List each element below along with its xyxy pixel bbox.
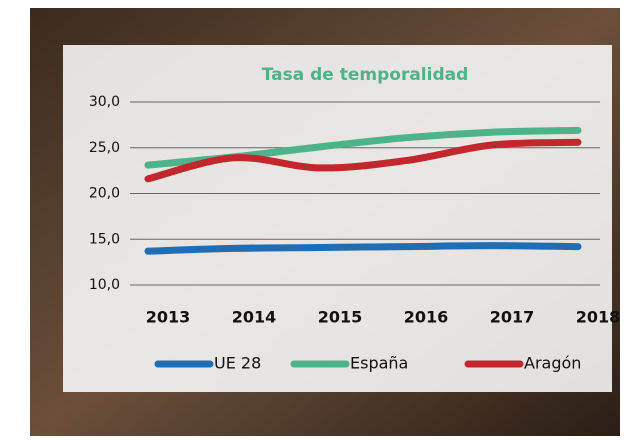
legend-label: Aragón	[524, 354, 581, 373]
legend-label: España	[350, 354, 408, 373]
x-tick-label: 2013	[146, 308, 191, 327]
x-tick-label: 2015	[318, 308, 363, 327]
chart-panel	[63, 45, 612, 392]
x-tick-label: 2018	[576, 308, 621, 327]
y-tick-label: 30,0	[89, 94, 120, 110]
legend-label: UE 28	[214, 354, 261, 373]
y-tick-label: 15,0	[89, 231, 120, 247]
series-line	[144, 138, 582, 183]
series-line	[144, 242, 582, 255]
y-tick-label: 10,0	[89, 277, 120, 293]
x-tick-label: 2017	[490, 308, 535, 327]
chart-title: Tasa de temporalidad	[262, 65, 469, 85]
y-tick-label: 25,0	[89, 140, 120, 156]
x-tick-label: 2016	[404, 308, 449, 327]
x-tick-label: 2014	[232, 308, 277, 327]
y-tick-label: 20,0	[89, 186, 120, 202]
